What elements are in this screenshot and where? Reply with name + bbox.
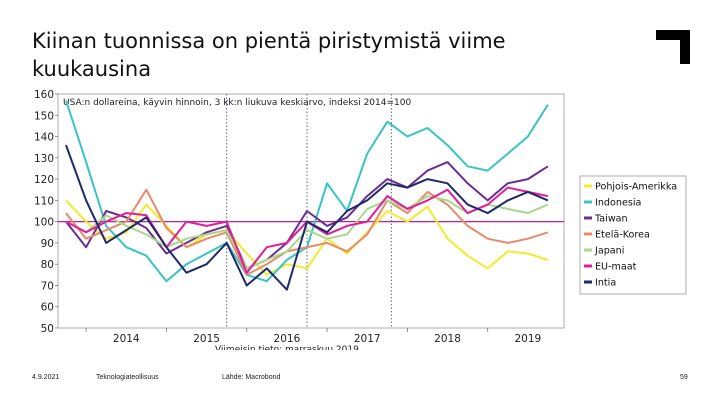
series-line-pohjois-amerikka — [65, 199, 549, 276]
x-tick-label: 2019 — [514, 333, 541, 345]
footer-page-number: 59 — [680, 374, 688, 381]
slide-title: Kiinan tuonnissa on pientä piristymistä … — [32, 29, 506, 81]
footer-organization: Teknologiateollisuus — [96, 374, 159, 381]
legend-label: Taiwan — [594, 214, 628, 225]
footer-source: Lähde: Macrobond — [222, 374, 281, 381]
x-tick-label: 2014 — [113, 333, 140, 345]
x-tick-label: 2015 — [193, 333, 220, 345]
y-tick-label: 50 — [41, 323, 54, 335]
x-tick-label: 2017 — [354, 333, 381, 345]
y-tick-label: 120 — [34, 174, 54, 186]
y-tick-label: 60 — [41, 302, 54, 314]
series-line-taiwan — [65, 161, 549, 270]
y-tick-label: 80 — [41, 259, 54, 271]
y-tick-label: 110 — [34, 195, 54, 207]
legend-label: Japani — [594, 246, 624, 257]
line-chart: 50 60 70 80 90 100 110 120 130 140 150 160 2014 2015 2… — [34, 89, 687, 350]
chart-footnote: Viimeisin tieto: marraskuu 2019 — [215, 345, 359, 350]
x-tick-label: 2016 — [274, 333, 301, 345]
y-tick-label: 160 — [34, 89, 54, 101]
y-tick-label: 100 — [34, 217, 54, 229]
legend-label: Pohjois-Amerikka — [595, 182, 677, 193]
footer-date: 4.9.2021 — [32, 374, 60, 381]
y-tick-label: 90 — [41, 238, 54, 250]
y-tick-label: 70 — [41, 280, 54, 292]
series-line-intia — [65, 144, 549, 291]
x-tick-label: 2018 — [434, 333, 461, 345]
legend-label: Intia — [595, 278, 616, 289]
legend-label: Etelä-Korea — [595, 230, 650, 241]
series-line-etel-korea — [65, 188, 549, 276]
y-tick-label: 140 — [34, 132, 54, 144]
y-tick-label: 150 — [34, 110, 54, 122]
chart-subtitle: USA:n dollareina, käyvin hinnoin, 3 kk:n… — [63, 98, 411, 108]
corner-logo-icon — [656, 30, 690, 64]
legend-label: EU-maat — [595, 262, 637, 273]
y-tick-label: 130 — [34, 153, 54, 165]
legend-label: Indonesia — [595, 198, 641, 209]
legend-box — [579, 175, 687, 295]
